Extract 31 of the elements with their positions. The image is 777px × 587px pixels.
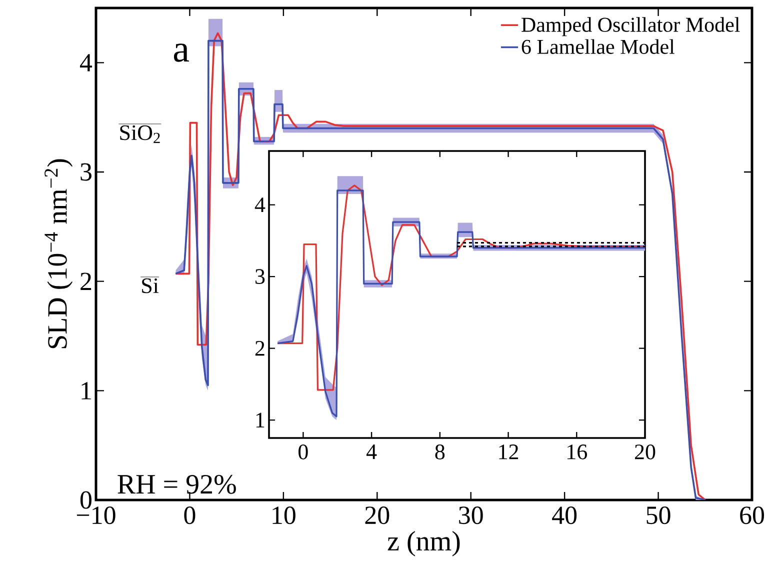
x-tick-label: 0 (298, 444, 308, 460)
y-axis-title: SLD (10$^{−4}$ nm$^{−2}$) (44, 159, 73, 348)
x-tick-label: 20 (365, 506, 390, 524)
y-tick-label: 4 (80, 54, 92, 72)
x-tick-label: 60 (740, 506, 764, 524)
x-tick-label: 0 (184, 506, 196, 524)
annotation: Si (142, 278, 159, 294)
x-tick-label: −10 (76, 506, 116, 524)
x-tick-label: 8 (435, 444, 445, 460)
y-tick-label: 1 (82, 382, 91, 400)
annotation: SiO$_{2}$ (120, 125, 160, 144)
y-tick-label: 4 (254, 198, 266, 212)
x-tick-label: 30 (459, 506, 483, 524)
y-tick-label: 0 (80, 491, 92, 509)
y-tick-label: 1 (256, 412, 264, 428)
x-tick-label: 40 (552, 506, 577, 524)
x-tick-label: 4 (366, 444, 377, 460)
y-tick-label: 2 (255, 341, 264, 356)
legend-label: Damped Oscillator Model (522, 17, 740, 36)
x-tick-label: 20 (634, 444, 656, 460)
x-tick-label: 50 (646, 506, 670, 524)
x-axis-title: z (nm) (388, 530, 460, 556)
annotation: a (174, 44, 189, 62)
x-tick-label: 10 (272, 506, 296, 524)
x-tick-label: 16 (568, 444, 587, 460)
y-tick-label: 3 (80, 163, 92, 181)
y-tick-label: 2 (80, 272, 92, 290)
x-tick-label: 12 (499, 444, 518, 460)
y-tick-label: 3 (256, 269, 265, 284)
annotation: RH = 92% (118, 474, 236, 494)
legend-label: 6 Lamellae Model (522, 39, 674, 54)
